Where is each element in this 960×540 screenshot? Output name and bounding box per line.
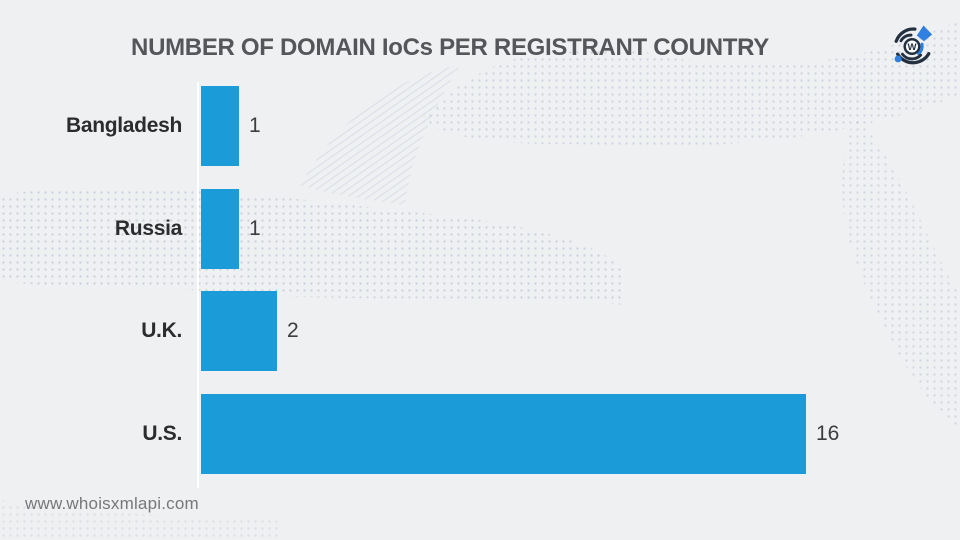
bar-row-u-k: U.K. 2 bbox=[0, 291, 960, 371]
bar bbox=[201, 394, 806, 474]
category-label: U.S. bbox=[142, 422, 182, 445]
category-label: Russia bbox=[114, 217, 182, 240]
value-label: 16 bbox=[816, 422, 840, 445]
bar bbox=[201, 189, 239, 269]
category-label: Bangladesh bbox=[65, 114, 182, 137]
bar bbox=[201, 86, 239, 166]
bar-row-u-s: U.S. 16 bbox=[0, 394, 960, 474]
bar-row-russia: Russia 1 bbox=[0, 189, 960, 269]
value-label: 1 bbox=[249, 217, 261, 240]
chart-title: NUMBER OF DOMAIN IoCs PER REGISTRANT COU… bbox=[131, 34, 769, 61]
footer-website-url: www.whoisxmlapi.com bbox=[25, 494, 199, 513]
category-label: U.K. bbox=[141, 319, 182, 342]
chart-baseline-axis bbox=[197, 82, 199, 488]
value-label: 1 bbox=[249, 114, 261, 137]
value-label: 2 bbox=[287, 319, 299, 342]
bar-row-bangladesh: Bangladesh 1 bbox=[0, 86, 960, 166]
bar bbox=[201, 291, 277, 371]
logo-letter: W bbox=[907, 42, 917, 53]
whoisxmlapi-logo-icon: W bbox=[894, 25, 933, 65]
